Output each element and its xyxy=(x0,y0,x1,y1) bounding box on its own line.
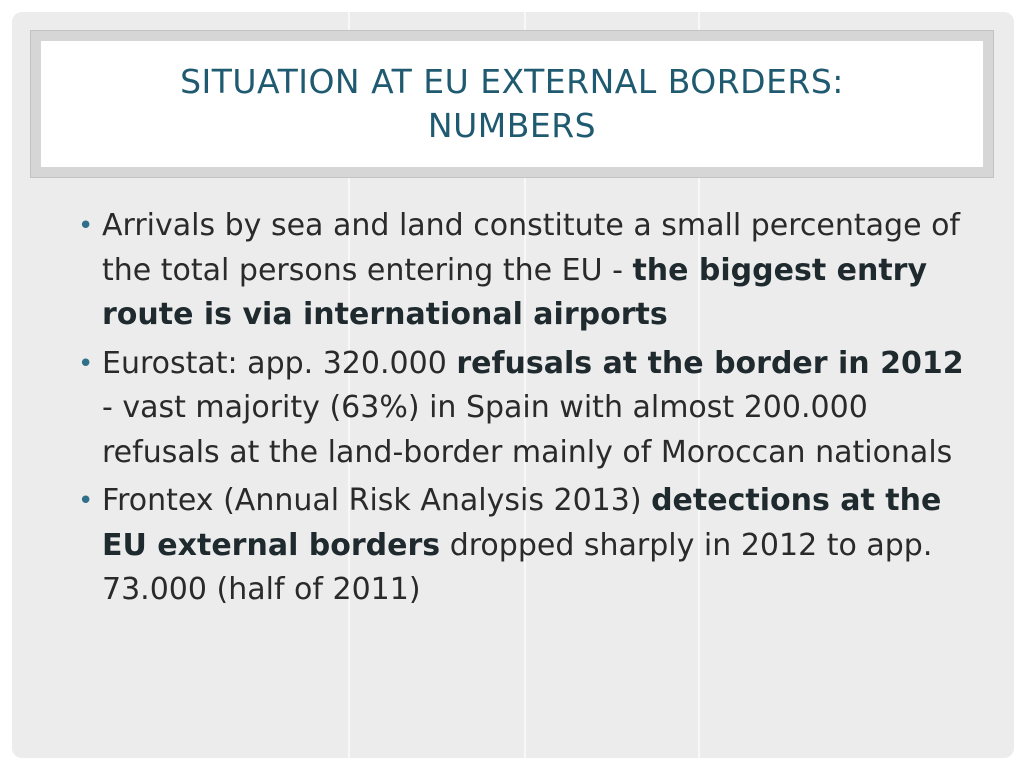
bullet-text: Arrivals by sea and land constitute a sm… xyxy=(102,208,960,288)
bullet-text: dropped sharply in 2012 to app. 73.000 (… xyxy=(102,527,933,608)
bullet-text: Frontex (Annual Risk Analysis 2013) xyxy=(102,483,652,518)
bullet-text: - vast majority (63%) in Spain with almo… xyxy=(102,390,953,470)
bullet-icon: • xyxy=(78,211,94,241)
bullet-text: Eurostat: app. 320.000 xyxy=(102,345,457,381)
background-line xyxy=(348,12,350,758)
bullet-item: • Eurostat: app. 320.000 refusals at the… xyxy=(74,342,974,476)
bullet-icon: • xyxy=(78,486,94,516)
title-box: SITUATION AT EU EXTERNAL BORDERS: NUMBER… xyxy=(41,41,983,167)
bullet-bold-text: refusals at the border in 2012 xyxy=(456,345,964,381)
bullet-list: • Arrivals by sea and land constitute a … xyxy=(74,204,974,617)
bullet-item: • Frontex (Annual Risk Analysis 2013) de… xyxy=(74,479,974,613)
background-line xyxy=(524,12,526,758)
bullet-bold-text: detections at the EU external borders xyxy=(102,483,942,563)
background-line xyxy=(698,12,700,758)
slide: SITUATION AT EU EXTERNAL BORDERS: NUMBER… xyxy=(12,12,1014,758)
title-frame: SITUATION AT EU EXTERNAL BORDERS: NUMBER… xyxy=(30,30,994,178)
bullet-item: • Arrivals by sea and land constitute a … xyxy=(74,204,974,338)
slide-title: SITUATION AT EU EXTERNAL BORDERS: NUMBER… xyxy=(180,62,844,145)
bullet-bold-text: the biggest entry route is via internati… xyxy=(102,252,928,333)
bullet-icon: • xyxy=(78,348,94,379)
